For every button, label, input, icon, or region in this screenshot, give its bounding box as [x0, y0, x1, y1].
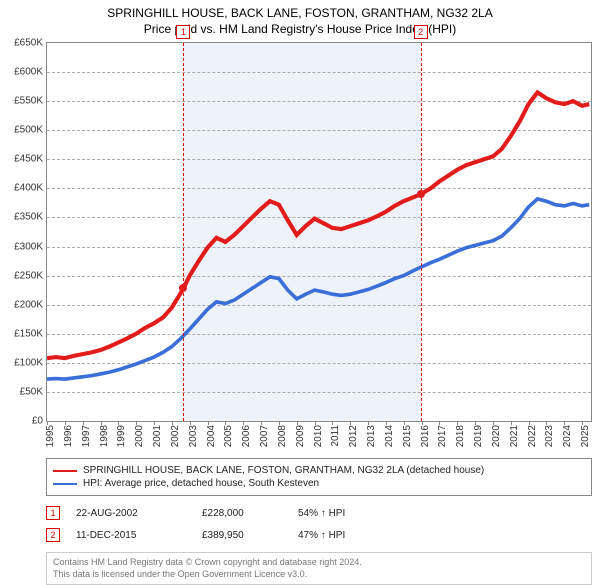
x-tick-label: 2024 [562, 425, 573, 447]
x-tick-label: 2018 [455, 425, 466, 447]
x-tick-label: 2019 [473, 425, 484, 447]
footer-attribution: Contains HM Land Registry data © Crown c… [46, 552, 592, 585]
x-tick-label: 2007 [259, 425, 270, 447]
legend-item: SPRINGHILL HOUSE, BACK LANE, FOSTON, GRA… [53, 465, 585, 476]
y-tick-label: £550K [14, 96, 43, 107]
series-svg [47, 43, 591, 421]
y-tick-label: £500K [14, 125, 43, 136]
x-tick-label: 2012 [348, 425, 359, 447]
x-tick-label: 2005 [223, 425, 234, 447]
x-tick-label: 2003 [188, 425, 199, 447]
event-price: £389,950 [202, 530, 282, 541]
y-tick-label: £100K [14, 357, 43, 368]
series-subject [47, 92, 589, 358]
x-tick-label: 2013 [366, 425, 377, 447]
x-tick-label: 1995 [45, 425, 56, 447]
series-hpi [47, 199, 589, 379]
x-tick-label: 2014 [384, 425, 395, 447]
chart-title-address: SPRINGHILL HOUSE, BACK LANE, FOSTON, GRA… [0, 6, 600, 20]
legend-swatch [53, 483, 77, 485]
x-tick-label: 1997 [81, 425, 92, 447]
x-tick-label: 1996 [63, 425, 74, 447]
event-row: 2 11-DEC-2015 £389,950 47% ↑ HPI [46, 524, 592, 546]
marker-line-1 [183, 43, 184, 421]
marker-line-2 [421, 43, 422, 421]
y-tick-label: £0 [32, 416, 43, 427]
legend: SPRINGHILL HOUSE, BACK LANE, FOSTON, GRA… [46, 458, 592, 496]
y-tick-label: £350K [14, 212, 43, 223]
x-tick-label: 2011 [330, 425, 341, 447]
x-tick-label: 2004 [206, 425, 217, 447]
legend-label: SPRINGHILL HOUSE, BACK LANE, FOSTON, GRA… [83, 465, 484, 476]
event-pct: 47% ↑ HPI [298, 530, 418, 541]
event-price: £228,000 [202, 508, 282, 519]
legend-label: HPI: Average price, detached house, Sout… [83, 478, 319, 489]
chart-titles: SPRINGHILL HOUSE, BACK LANE, FOSTON, GRA… [0, 0, 600, 36]
event-row: 1 22-AUG-2002 £228,000 54% ↑ HPI [46, 502, 592, 524]
x-tick-label: 1999 [116, 425, 127, 447]
event-date: 22-AUG-2002 [76, 508, 186, 519]
y-tick-label: £150K [14, 328, 43, 339]
y-tick-label: £450K [14, 154, 43, 165]
event-list: 1 22-AUG-2002 £228,000 54% ↑ HPI 2 11-DEC-201… [46, 502, 592, 546]
x-tick-label: 2022 [527, 425, 538, 447]
x-tick-label: 2023 [544, 425, 555, 447]
x-tick-label: 2009 [295, 425, 306, 447]
x-tick-label: 1998 [99, 425, 110, 447]
x-tick-label: 2017 [437, 425, 448, 447]
x-tick-label: 2025 [580, 425, 591, 447]
chart-subtitle: Price paid vs. HM Land Registry's House … [0, 22, 600, 36]
event-badge: 2 [46, 528, 60, 542]
x-tick-label: 2015 [402, 425, 413, 447]
y-tick-label: £400K [14, 183, 43, 194]
legend-item: HPI: Average price, detached house, Sout… [53, 478, 585, 489]
marker-badge-2: 2 [414, 25, 428, 39]
x-tick-label: 2008 [277, 425, 288, 447]
x-tick-label: 2001 [152, 425, 163, 447]
y-tick-label: £50K [20, 386, 43, 397]
event-pct: 54% ↑ HPI [298, 508, 418, 519]
x-tick-label: 2020 [491, 425, 502, 447]
x-tick-label: 2006 [241, 425, 252, 447]
x-tick-label: 2002 [170, 425, 181, 447]
event-badge: 1 [46, 506, 60, 520]
x-tick-label: 2021 [509, 425, 520, 447]
y-tick-label: £250K [14, 270, 43, 281]
x-tick-label: 2000 [134, 425, 145, 447]
marker-dot-2 [417, 190, 425, 198]
footer-line1: Contains HM Land Registry data © Crown c… [53, 557, 585, 569]
y-tick-label: £200K [14, 299, 43, 310]
marker-badge-1: 1 [176, 25, 190, 39]
y-tick-label: £650K [14, 38, 43, 49]
x-tick-label: 2016 [420, 425, 431, 447]
chart-container: SPRINGHILL HOUSE, BACK LANE, FOSTON, GRA… [0, 0, 600, 585]
y-tick-label: £600K [14, 67, 43, 78]
x-tick-label: 2010 [313, 425, 324, 447]
footer-line2: This data is licensed under the Open Gov… [53, 569, 585, 581]
event-date: 11-DEC-2015 [76, 530, 186, 541]
y-tick-label: £300K [14, 241, 43, 252]
plot-area: £0£50K£100K£150K£200K£250K£300K£350K£400… [46, 42, 592, 422]
legend-swatch [53, 470, 77, 472]
